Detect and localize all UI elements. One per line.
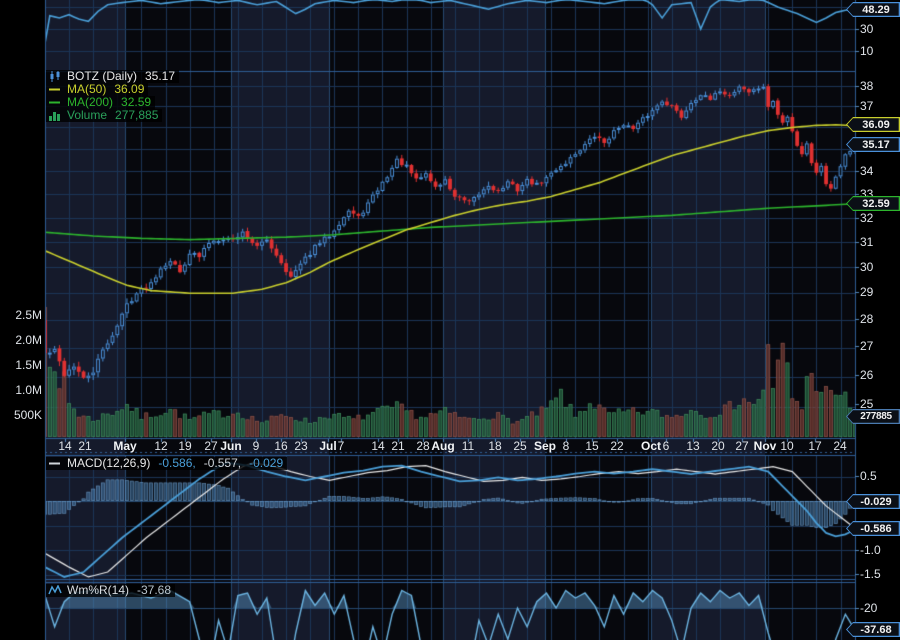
chart-canvas[interactable] (0, 0, 900, 640)
stock-chart: BOTZ (Daily) 35.17 MA(50) 36.09 MA(200) 32.59… (0, 0, 900, 640)
